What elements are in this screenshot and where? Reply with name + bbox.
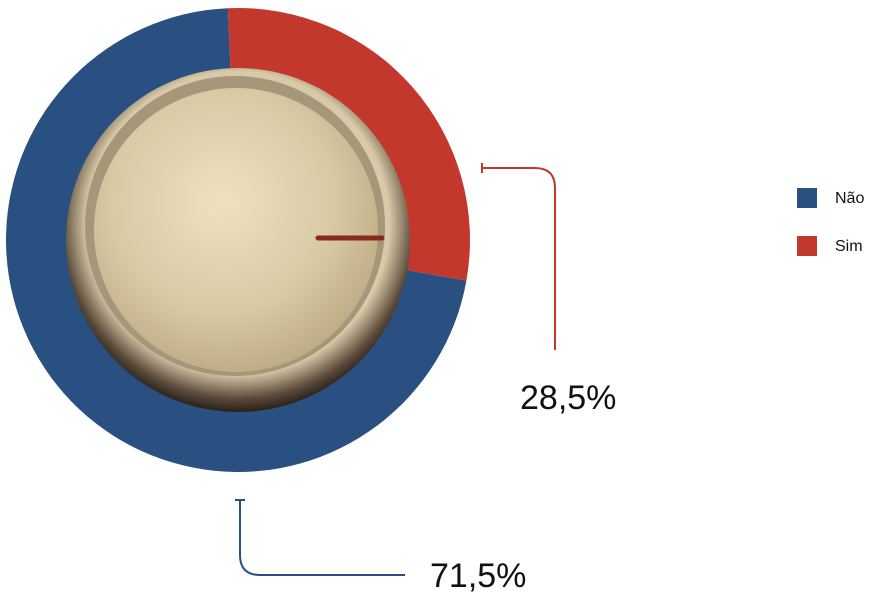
legend-label: Sim	[835, 238, 863, 255]
value-label: 71,5%	[430, 557, 526, 593]
knob	[66, 68, 410, 412]
legend-swatch	[797, 188, 817, 208]
legend-swatch	[797, 236, 817, 256]
legend-label: Não	[835, 190, 864, 207]
knob-face	[94, 88, 378, 372]
callout-line	[239, 500, 405, 576]
callout-line	[482, 167, 556, 350]
value-label: 28,5%	[520, 379, 616, 417]
